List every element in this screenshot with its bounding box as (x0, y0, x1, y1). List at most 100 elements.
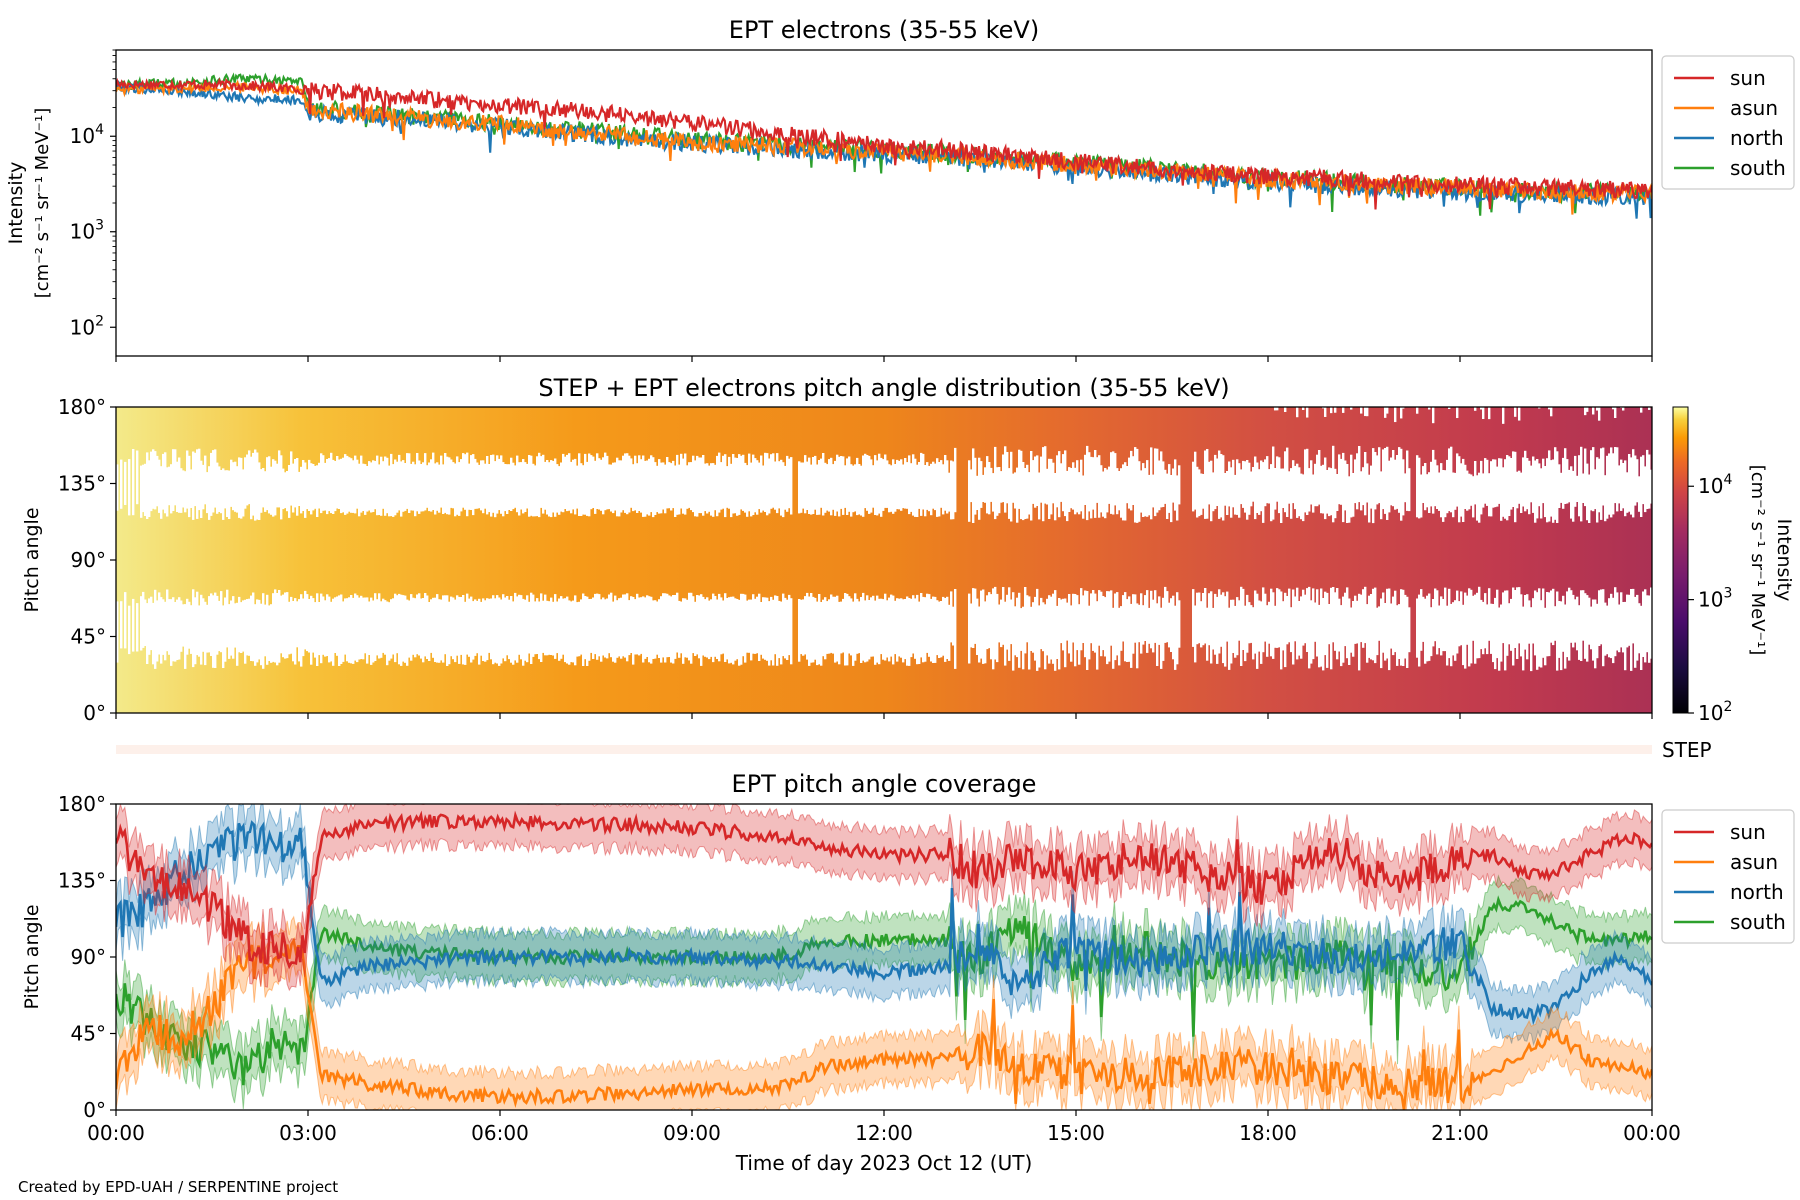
heatmap-gap (1198, 469, 1201, 517)
heatmap-gap (1334, 468, 1337, 519)
heatmap-gap (1228, 461, 1231, 507)
heatmap-gap (1360, 407, 1363, 414)
heatmap-gap (1434, 459, 1437, 507)
heatmap-gap (1322, 598, 1325, 671)
heatmap-gap (542, 600, 545, 653)
heatmap-gap (890, 465, 893, 512)
heatmap-gap (950, 460, 953, 520)
heatmap-gap (192, 589, 195, 668)
heatmap-gap (1544, 466, 1547, 518)
heatmap-gap (1400, 448, 1403, 521)
heatmap-gap (826, 464, 829, 511)
heatmap-gap (1204, 588, 1207, 644)
heatmap-gap (1142, 463, 1145, 517)
heatmap-gap (356, 595, 359, 663)
heatmap-gap (1212, 472, 1215, 512)
heatmap-gap (1006, 452, 1009, 504)
heatmap-gap (1358, 593, 1361, 671)
heatmap-gap (1426, 595, 1429, 662)
heatmap-gap (338, 595, 341, 666)
heatmap-gap (1330, 468, 1333, 516)
heatmap-gap (1116, 468, 1119, 515)
heatmap-gap (392, 464, 395, 517)
heatmap-gap (686, 599, 689, 658)
heatmap-gap (1340, 605, 1343, 667)
heatmap-gap (1004, 601, 1007, 666)
heatmap-gap (1304, 594, 1307, 644)
series-line-sun (116, 77, 1652, 210)
heatmap-gap (692, 455, 695, 513)
heatmap-gap (1008, 468, 1011, 519)
heatmap-gap (922, 596, 925, 663)
heatmap-gap (224, 470, 227, 509)
heatmap-gap (888, 597, 891, 662)
heatmap-gap (1548, 592, 1551, 657)
heatmap-gap (664, 593, 667, 663)
heatmap-gap (880, 457, 883, 517)
heatmap-gap (440, 455, 443, 508)
heatmap-gap (1016, 597, 1019, 658)
heatmap-gap (1456, 453, 1459, 507)
heatmap-gap (1306, 448, 1309, 515)
heatmap-gap (330, 452, 333, 514)
heatmap-gap (638, 597, 641, 656)
heatmap-gap (1274, 605, 1277, 648)
heatmap-gap (644, 460, 647, 517)
heatmap-gap (474, 599, 477, 656)
heatmap-gap (406, 453, 409, 509)
heatmap-gap (742, 593, 745, 657)
heatmap-gap (1308, 468, 1311, 512)
heatmap-gap (840, 456, 843, 509)
heatmap-gap (1046, 468, 1049, 505)
legend3-north-label: north (1730, 880, 1784, 904)
series-line-north (116, 820, 1652, 1026)
heatmap-gap (1620, 459, 1623, 511)
heatmap-gap (1230, 467, 1233, 518)
heatmap-gap (496, 595, 499, 664)
heatmap-gap (1156, 603, 1159, 666)
heatmap-gap (560, 596, 563, 659)
heatmap-gap (1534, 590, 1537, 656)
heatmap-gap (350, 595, 353, 664)
heatmap-gap (1076, 460, 1079, 513)
heatmap-gap (1512, 451, 1515, 507)
heatmap-gap (1622, 463, 1625, 509)
heatmap-gap (518, 594, 521, 655)
heatmap-gap (1086, 591, 1089, 670)
heatmap-gap (382, 598, 385, 653)
heatmap-gap (634, 599, 637, 655)
heatmap-gap (924, 597, 927, 662)
heatmap-gap (1644, 589, 1647, 663)
heatmap-gap (1214, 454, 1217, 510)
heatmap-gap (1146, 590, 1149, 653)
heatmap-gap (514, 592, 517, 661)
heatmap-gap (1114, 593, 1117, 661)
heatmap-gap (1440, 596, 1443, 656)
heatmap-gap (1250, 471, 1253, 507)
heatmap-gap (1254, 590, 1257, 654)
heatmap-gap (1284, 451, 1287, 513)
heatmap-gap (696, 595, 699, 655)
heatmap-gap (276, 463, 279, 508)
heatmap-gap (790, 598, 793, 665)
heatmap-gap (588, 453, 591, 517)
heatmap-gap (700, 594, 703, 666)
heatmap-gap (864, 453, 867, 509)
heatmap-gap (702, 455, 705, 516)
heatmap-gap (920, 452, 923, 516)
heatmap-gap (678, 464, 681, 515)
heatmap-gap (1512, 587, 1515, 666)
heatmap-gap (1074, 467, 1077, 515)
heatmap-gap (564, 456, 567, 509)
heatmap-gap (980, 461, 983, 508)
heatmap-gap (1468, 588, 1471, 667)
heatmap-gap (1482, 473, 1485, 508)
heatmap-gap (1282, 468, 1285, 508)
heatmap-gap (538, 452, 541, 518)
panel3-y-tick-label: 90° (71, 945, 106, 969)
heatmap-gap (854, 593, 857, 661)
heatmap-gap (1486, 459, 1489, 506)
heatmap-gap (800, 599, 803, 655)
heatmap-gap (226, 589, 229, 648)
